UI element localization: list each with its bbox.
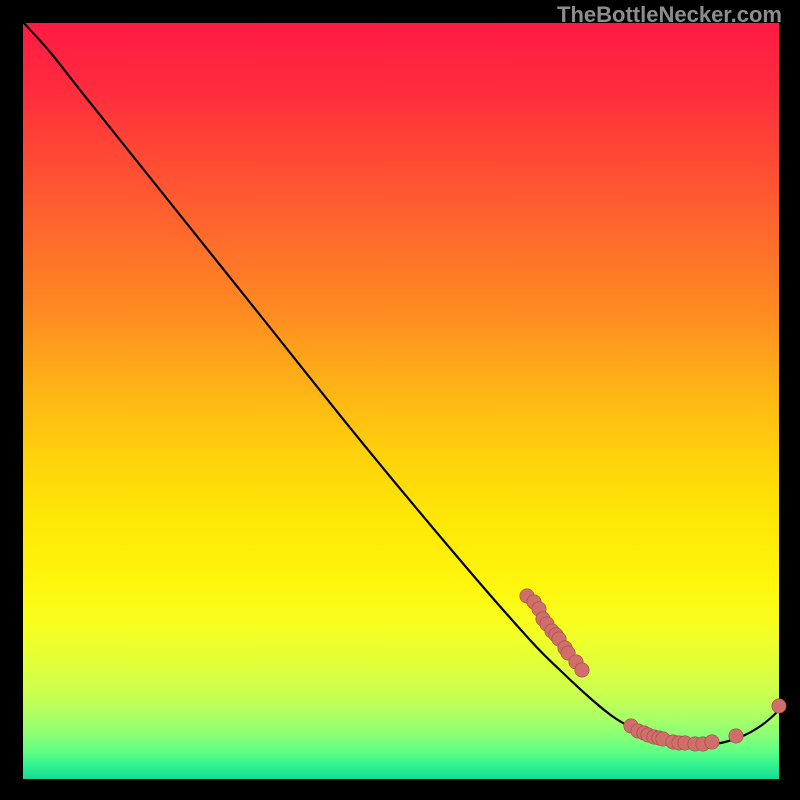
watermark-text: TheBottleNecker.com — [557, 2, 782, 28]
chart-stage: TheBottleNecker.com — [0, 0, 800, 800]
plot-gradient-background — [23, 23, 779, 779]
